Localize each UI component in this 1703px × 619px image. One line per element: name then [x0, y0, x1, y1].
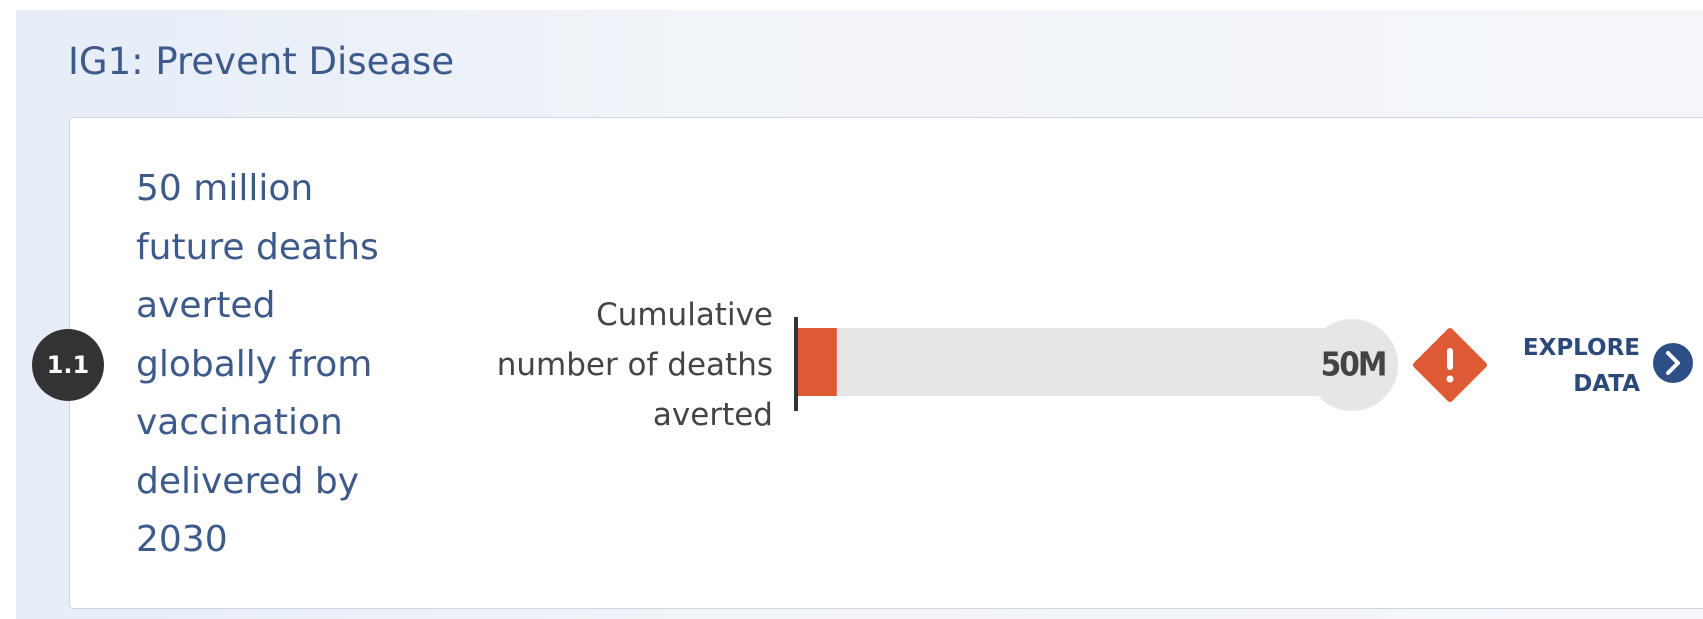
explore-link[interactable]: EXPLORE DATA — [1522, 335, 1640, 397]
progress-fill — [798, 328, 837, 396]
indicator-badge: 1.1 — [32, 329, 104, 401]
progress-track — [798, 328, 1352, 396]
arrow-button[interactable] — [1653, 343, 1693, 383]
target-label: 50M — [1321, 345, 1386, 384]
measure-label: Cumulative number of deaths averted — [496, 297, 773, 433]
goal-text: 50 million future deaths averted globall… — [136, 168, 379, 560]
progress-start — [794, 317, 798, 411]
warning-icon — [1413, 328, 1487, 402]
section-title: IG1: Prevent Disease — [68, 40, 455, 83]
target-circle — [1306, 319, 1398, 411]
